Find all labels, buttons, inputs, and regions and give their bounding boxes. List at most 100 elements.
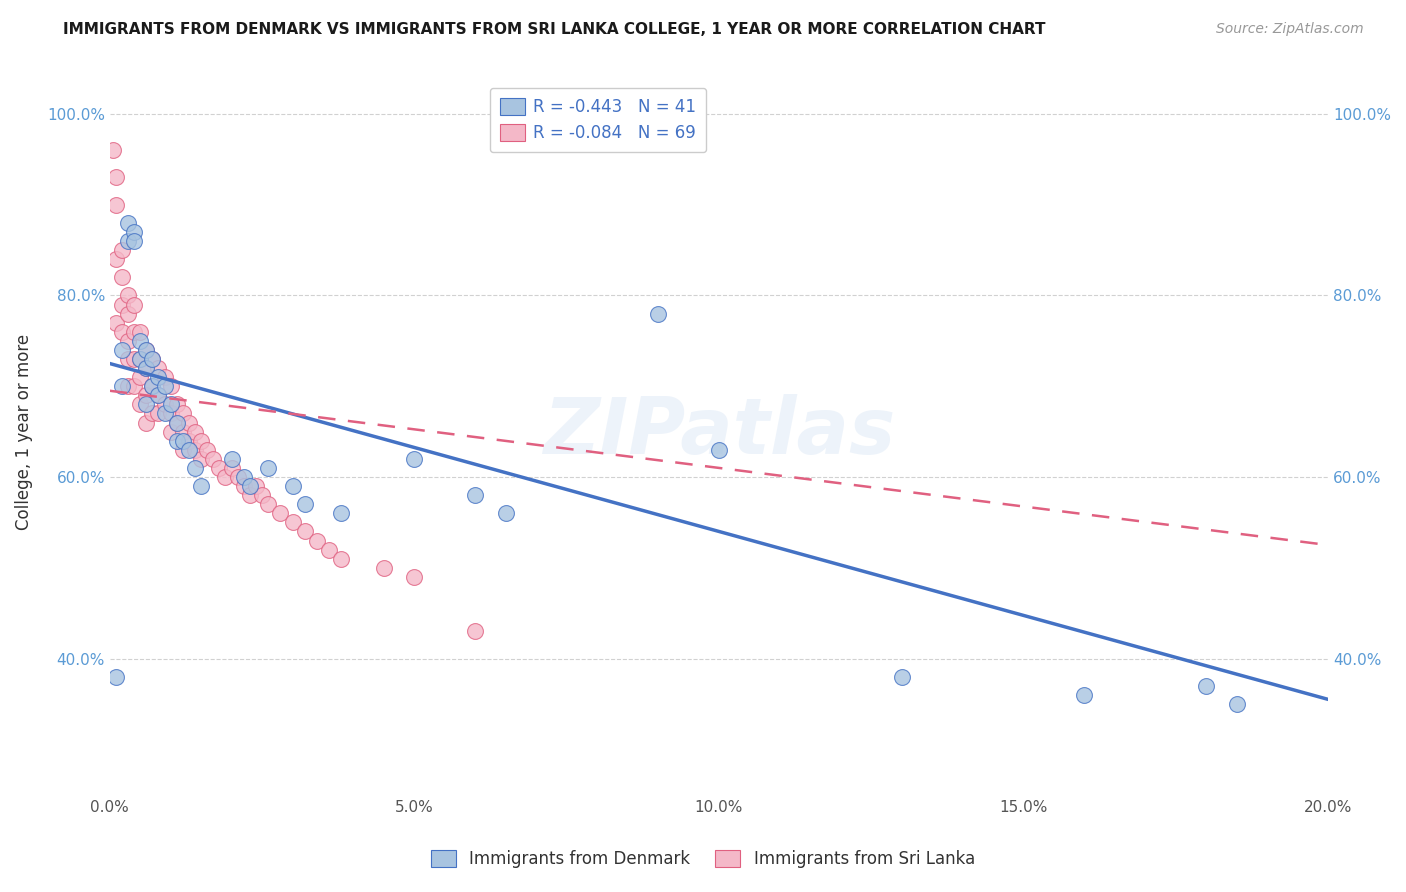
- Point: [111, 270, 134, 285]
- Point: [190, 479, 212, 493]
- Point: [1226, 697, 1249, 711]
- Point: [104, 197, 127, 211]
- Point: [111, 325, 134, 339]
- Point: [232, 479, 254, 493]
- Point: [122, 297, 145, 311]
- Point: [129, 351, 152, 366]
- Point: [129, 370, 152, 384]
- Point: [135, 343, 157, 357]
- Point: [239, 488, 262, 502]
- Point: [221, 451, 243, 466]
- Point: [117, 234, 139, 248]
- Point: [141, 351, 163, 366]
- Point: [153, 407, 176, 421]
- Legend: R = -0.443   N = 41, R = -0.084   N = 69: R = -0.443 N = 41, R = -0.084 N = 69: [489, 87, 706, 153]
- Text: Source: ZipAtlas.com: Source: ZipAtlas.com: [1216, 22, 1364, 37]
- Point: [184, 442, 207, 457]
- Point: [111, 243, 134, 257]
- Point: [122, 234, 145, 248]
- Point: [373, 561, 395, 575]
- Point: [104, 670, 127, 684]
- Point: [159, 407, 181, 421]
- Point: [647, 307, 669, 321]
- Point: [257, 497, 280, 511]
- Point: [159, 397, 181, 411]
- Point: [190, 434, 212, 448]
- Point: [129, 334, 152, 348]
- Point: [101, 143, 124, 157]
- Point: [177, 434, 200, 448]
- Point: [104, 252, 127, 267]
- Point: [257, 461, 280, 475]
- Point: [294, 524, 316, 539]
- Point: [495, 506, 517, 520]
- Point: [135, 361, 157, 376]
- Point: [195, 442, 218, 457]
- Point: [129, 351, 152, 366]
- Point: [166, 416, 188, 430]
- Point: [117, 351, 139, 366]
- Point: [1195, 679, 1218, 693]
- Point: [330, 551, 353, 566]
- Point: [104, 170, 127, 185]
- Point: [226, 470, 249, 484]
- Point: [148, 388, 170, 402]
- Point: [111, 343, 134, 357]
- Point: [250, 488, 273, 502]
- Point: [202, 451, 225, 466]
- Y-axis label: College, 1 year or more: College, 1 year or more: [15, 334, 32, 530]
- Point: [177, 416, 200, 430]
- Point: [172, 442, 194, 457]
- Point: [141, 379, 163, 393]
- Point: [122, 325, 145, 339]
- Point: [111, 297, 134, 311]
- Point: [190, 451, 212, 466]
- Point: [245, 479, 267, 493]
- Point: [122, 379, 145, 393]
- Point: [135, 343, 157, 357]
- Point: [117, 307, 139, 321]
- Point: [135, 416, 157, 430]
- Point: [305, 533, 328, 548]
- Point: [117, 379, 139, 393]
- Point: [184, 461, 207, 475]
- Point: [166, 434, 188, 448]
- Point: [122, 351, 145, 366]
- Point: [294, 497, 316, 511]
- Point: [148, 361, 170, 376]
- Point: [111, 379, 134, 393]
- Point: [153, 379, 176, 393]
- Point: [464, 624, 486, 639]
- Text: ZIPatlas: ZIPatlas: [543, 393, 896, 469]
- Point: [281, 479, 304, 493]
- Point: [135, 388, 157, 402]
- Point: [166, 397, 188, 411]
- Point: [117, 288, 139, 302]
- Point: [221, 461, 243, 475]
- Point: [159, 425, 181, 439]
- Point: [141, 379, 163, 393]
- Point: [318, 542, 340, 557]
- Point: [129, 397, 152, 411]
- Point: [172, 425, 194, 439]
- Point: [135, 397, 157, 411]
- Point: [208, 461, 231, 475]
- Point: [172, 407, 194, 421]
- Point: [117, 216, 139, 230]
- Point: [153, 370, 176, 384]
- Point: [104, 316, 127, 330]
- Point: [148, 370, 170, 384]
- Point: [214, 470, 236, 484]
- Point: [184, 425, 207, 439]
- Point: [281, 516, 304, 530]
- Point: [239, 479, 262, 493]
- Point: [464, 488, 486, 502]
- Point: [117, 334, 139, 348]
- Point: [707, 442, 730, 457]
- Point: [404, 451, 426, 466]
- Point: [232, 470, 254, 484]
- Point: [122, 225, 145, 239]
- Point: [177, 442, 200, 457]
- Point: [141, 351, 163, 366]
- Point: [129, 325, 152, 339]
